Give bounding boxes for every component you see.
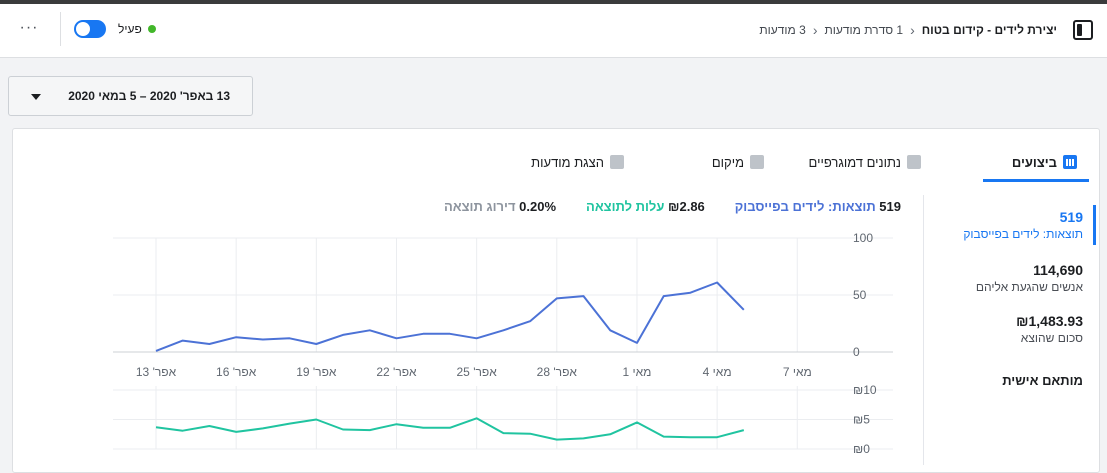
- bar-chart-icon: [1063, 155, 1077, 169]
- campaign-header: ··· פעיל יצירת לידים - קידום בטוח ‹ 1 סד…: [0, 4, 1107, 58]
- x-tick-label: אפר' 16: [216, 365, 257, 379]
- x-tick-label: מאי 1: [622, 365, 651, 379]
- placement-icon: [750, 155, 764, 169]
- metric-label: סכום שהוצא: [1020, 331, 1083, 345]
- x-tick-label: אפר' 22: [376, 365, 417, 379]
- custom-metrics-heading[interactable]: מותאם אישית: [1002, 373, 1083, 388]
- x-tick-label: מאי 7: [783, 365, 812, 379]
- x-tick-label: אפר' 19: [296, 365, 337, 379]
- metric-label: אנשים שהגעת אליהם: [975, 280, 1083, 294]
- tab-label: נתונים דמוגרפיים: [808, 154, 901, 170]
- legend-results[interactable]: 519 תוצאות: לידים בפייסבוק: [734, 199, 901, 214]
- tab-demographics[interactable]: נתונים דמוגרפיים: [809, 147, 921, 177]
- legend-cost[interactable]: ₪2.86 עלות לתוצאה: [586, 199, 705, 214]
- y-tick-label: 100: [853, 231, 873, 245]
- y-tick-label: ₪5: [853, 413, 870, 427]
- tab-label: מיקום: [711, 154, 744, 170]
- results-series-line: [155, 281, 745, 352]
- header-divider: [60, 12, 61, 46]
- breadcrumb: יצירת לידים - קידום בטוח ‹ 1 סדרת מודעות…: [759, 23, 1057, 37]
- date-range-label: 13 באפר' 2020 – 5 במאי 2020: [68, 89, 230, 103]
- metric-label: תוצאות: לידים בפייסבוק: [963, 227, 1083, 241]
- metric-value: 114,690: [1033, 262, 1083, 278]
- cost-series-line: [155, 417, 745, 441]
- x-tick-label: אפר' 13: [136, 365, 177, 379]
- legend-rate[interactable]: 0.20% דירוג תוצאה: [443, 199, 557, 214]
- tab-label: הצגת מודעות: [531, 154, 604, 170]
- people-icon: [907, 155, 921, 169]
- breadcrumb-campaign[interactable]: יצירת לידים - קידום בטוח: [921, 23, 1057, 37]
- metric-results[interactable]: 519 תוצאות: לידים בפייסבוק: [923, 209, 1083, 241]
- toggle-knob: [76, 22, 90, 36]
- metric-amount-spent[interactable]: ₪1,483.93 סכום שהוצא: [923, 313, 1083, 345]
- x-tick-label: אפר' 28: [537, 365, 578, 379]
- window-top-border: [0, 0, 1107, 4]
- tab-placement[interactable]: מיקום: [712, 147, 764, 177]
- chart-legend: 519 תוצאות: לידים בפייסבוק ₪2.86 עלות לת…: [444, 199, 901, 214]
- tab-performance[interactable]: ביצועים: [1012, 147, 1077, 177]
- chevron-left-icon: ‹: [910, 22, 915, 38]
- performance-chart[interactable]: 100 50 0 אפר' 13 אפר' 16 אפר' 19 אפר' 22 אפר' 2…: [13, 129, 923, 473]
- active-tab-indicator: [983, 179, 1089, 182]
- x-tick-label: אפר' 25: [457, 365, 498, 379]
- line-chart-icon: [610, 155, 624, 169]
- chevron-left-icon: ‹: [812, 22, 818, 38]
- y-tick-label: 50: [853, 288, 867, 302]
- status-label: פעיל: [118, 22, 142, 36]
- x-tick-label: מאי 4: [703, 365, 732, 379]
- y-tick-label: 0: [853, 345, 860, 359]
- metric-value: ₪1,483.93: [1016, 313, 1083, 329]
- metric-reach[interactable]: 114,690 אנשים שהגעת אליהם: [923, 262, 1083, 294]
- tab-delivery[interactable]: הצגת מודעות: [531, 147, 624, 177]
- date-range-picker[interactable]: 13 באפר' 2020 – 5 במאי 2020: [8, 76, 253, 116]
- breadcrumb-adset[interactable]: 1 סדרת מודעות: [824, 23, 904, 37]
- campaign-status: פעיל: [118, 22, 156, 36]
- y-tick-label: ₪0: [853, 442, 870, 456]
- sidebar-divider: [923, 195, 924, 465]
- insights-card: ביצועים נתונים דמוגרפיים מיקום הצגת מודע…: [12, 128, 1100, 473]
- metric-value: 519: [1059, 209, 1083, 225]
- tab-label: ביצועים: [1011, 154, 1057, 170]
- breadcrumb-ads[interactable]: 3 מודעות: [759, 23, 806, 37]
- active-metric-indicator: [1093, 205, 1096, 245]
- toggle-panel-icon[interactable]: [1073, 20, 1093, 40]
- y-tick-label: ₪10: [853, 383, 877, 397]
- status-dot-icon: [147, 25, 156, 33]
- campaign-active-toggle[interactable]: [74, 20, 106, 38]
- more-options-button[interactable]: ···: [19, 19, 39, 36]
- caret-down-icon: [31, 94, 41, 100]
